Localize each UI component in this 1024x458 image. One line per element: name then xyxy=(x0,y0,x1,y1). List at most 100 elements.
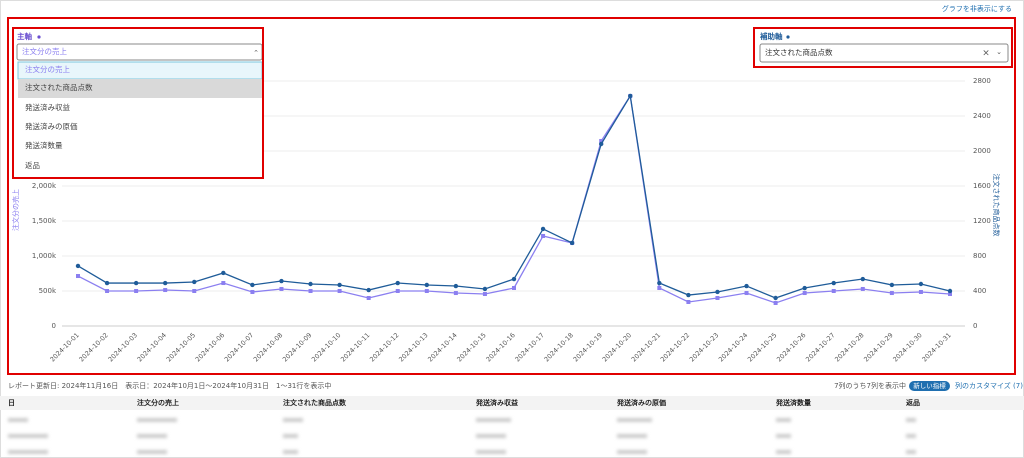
dropdown-option[interactable]: 返品 xyxy=(25,161,40,170)
point xyxy=(744,291,749,296)
caret: ⌃ xyxy=(253,49,259,57)
point xyxy=(715,289,720,295)
point xyxy=(569,240,575,246)
dot xyxy=(37,35,41,39)
x-tick-label: 2024-10-07 xyxy=(223,331,255,363)
point xyxy=(802,291,807,296)
point xyxy=(192,289,197,293)
point xyxy=(395,289,400,293)
point xyxy=(192,279,197,285)
dropdown-option[interactable]: 発送済数量 xyxy=(25,140,63,150)
new-badge[interactable]: 新しい指標 xyxy=(913,381,946,390)
column-header: 注文分の売上 xyxy=(137,398,179,407)
point xyxy=(628,93,633,99)
point xyxy=(250,289,255,294)
badge[interactable] xyxy=(909,381,950,391)
customize-link[interactable]: 列のカスタマイズ (7) xyxy=(955,381,1023,390)
point xyxy=(163,280,168,286)
point xyxy=(308,289,313,293)
point xyxy=(395,280,400,286)
point xyxy=(366,296,371,300)
column-header: 注文された商品点数 xyxy=(283,398,347,407)
point xyxy=(337,289,342,293)
y2-tick-label: 2400 xyxy=(973,112,991,120)
y2-tick-label: 2000 xyxy=(973,147,991,155)
point xyxy=(686,299,691,304)
x-tick-label: 2024-10-03 xyxy=(107,331,139,363)
dropdown-option[interactable]: 注文分の売上 xyxy=(25,64,70,74)
point xyxy=(773,300,778,305)
point xyxy=(889,282,895,288)
primary-axis-label: 主軸 xyxy=(17,31,32,41)
clear-icon[interactable]: × xyxy=(982,49,990,59)
secondary-select[interactable] xyxy=(759,43,1009,63)
point xyxy=(75,263,81,269)
column-header: 発送済みの原価 xyxy=(616,398,666,407)
column-header: 発送済数量 xyxy=(775,398,811,407)
point xyxy=(250,282,255,288)
point xyxy=(279,278,284,284)
dot xyxy=(786,35,790,39)
secondary-select-value: 注文された商品点数 xyxy=(765,47,833,57)
point xyxy=(715,296,720,300)
x-tick-label: 2024-10-02 xyxy=(78,331,110,363)
point xyxy=(482,286,488,292)
caret[interactable]: ⌄ xyxy=(996,48,1002,56)
highlight-box xyxy=(7,17,1016,375)
x-tick-label: 2024-10-25 xyxy=(746,331,778,363)
x-tick-label: 2024-10-08 xyxy=(252,331,284,363)
point xyxy=(831,280,836,286)
point xyxy=(279,286,284,291)
x-tick-label: 2024-10-06 xyxy=(194,331,226,363)
x-tick-label: 2024-10-15 xyxy=(455,331,487,363)
point xyxy=(831,289,836,293)
y-tick-label: 2,000k xyxy=(32,182,57,190)
point xyxy=(104,280,110,286)
y2-tick-label: 1200 xyxy=(973,217,991,225)
x-tick-label: 2024-10-17 xyxy=(514,331,546,363)
dropdown-option[interactable]: 発送済み収益 xyxy=(25,102,70,112)
point xyxy=(860,286,865,291)
x-tick-label: 2024-10-21 xyxy=(630,331,662,363)
y2-tick-label: 0 xyxy=(973,322,977,330)
point xyxy=(657,280,662,286)
hide-chart-link[interactable]: グラフを非表示にする xyxy=(942,4,1012,13)
y-tick-label: 1,500k xyxy=(32,217,57,225)
point xyxy=(889,291,894,296)
point xyxy=(424,282,429,288)
x-tick-label: 2024-10-11 xyxy=(339,331,371,363)
status-text: レポート更新日: 2024年11月16日 表示日：2024年10月1日〜2024… xyxy=(8,381,331,390)
point xyxy=(453,283,459,289)
point xyxy=(133,280,139,286)
x-tick-label: 2024-10-26 xyxy=(775,331,807,363)
x-tick-label: 2024-10-27 xyxy=(804,331,836,363)
x-tick-label: 2024-10-24 xyxy=(717,331,749,363)
x-tick-label: 2024-10-23 xyxy=(688,331,720,363)
y-tick-label: 0 xyxy=(52,322,56,330)
x-tick-label: 2024-10-13 xyxy=(397,331,429,363)
y2-axis-title: 注文された商品点数 xyxy=(992,174,1001,237)
x-tick-label: 2024-10-10 xyxy=(310,331,342,363)
point xyxy=(686,292,691,298)
blurred-rows xyxy=(8,418,916,454)
point xyxy=(860,276,865,282)
point xyxy=(308,281,313,287)
x-tick-label: 2024-10-29 xyxy=(862,331,894,363)
dropdown-option[interactable]: 注文された商品点数 xyxy=(25,82,93,92)
highlight-box xyxy=(753,27,1013,68)
columns-shown: 7列のうち7列を表示中 xyxy=(834,381,906,390)
x-tick-label: 2024-10-30 xyxy=(891,331,923,363)
y-tick-label: 500k xyxy=(39,287,57,295)
dropdown-option[interactable]: 発送済みの原価 xyxy=(25,121,78,131)
point xyxy=(221,270,226,276)
point xyxy=(541,233,546,238)
point xyxy=(453,291,458,296)
point xyxy=(744,283,749,289)
y-tick-label: 1,000k xyxy=(32,252,57,260)
point xyxy=(337,282,342,288)
point xyxy=(163,288,168,293)
point xyxy=(366,287,371,293)
point xyxy=(424,289,429,293)
column-header: 日 xyxy=(8,399,15,407)
